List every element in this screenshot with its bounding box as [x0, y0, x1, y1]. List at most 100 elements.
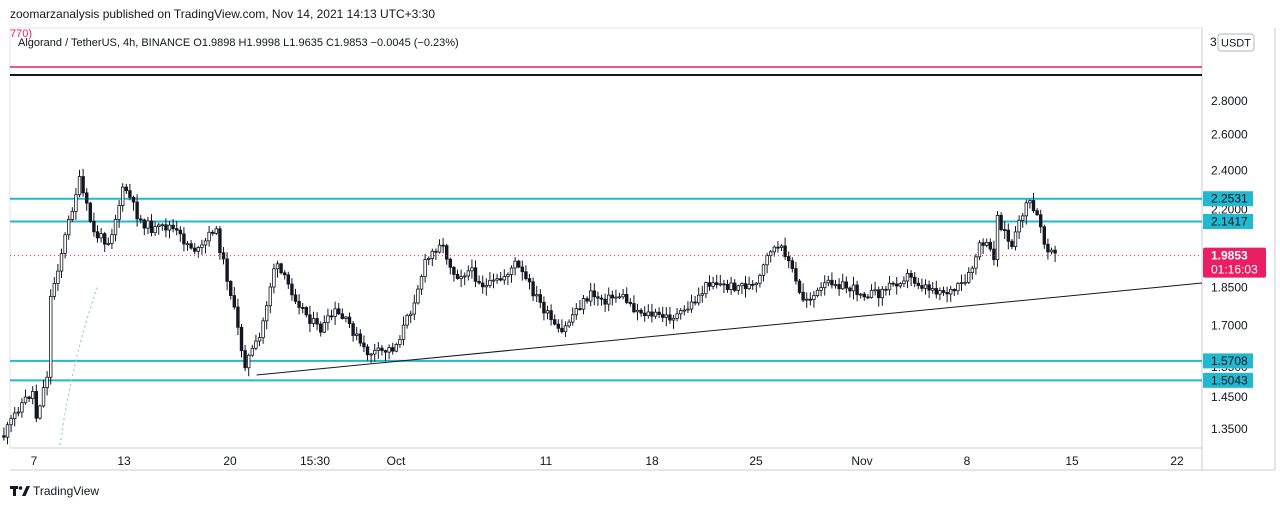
candle-body [286, 274, 291, 285]
candle-body [675, 313, 679, 319]
candle-body [535, 294, 539, 297]
candle-body [869, 290, 874, 298]
candle-body [470, 267, 474, 272]
candle-body [545, 310, 550, 314]
dotted-curve-path [59, 284, 99, 446]
candle-body [949, 289, 953, 295]
currency-badge[interactable] [1217, 33, 1255, 52]
candle-body [247, 354, 251, 369]
candle-body [347, 316, 352, 325]
candle-body [538, 294, 543, 303]
candle-body [848, 287, 852, 292]
candle-body [574, 308, 579, 316]
candle-body [707, 282, 712, 287]
candle-body [830, 279, 834, 286]
x-tick-label: 15:30 [300, 454, 330, 468]
candle-body [344, 316, 348, 319]
candle-body [927, 284, 931, 291]
candle-body [617, 296, 622, 299]
tradingview-logo[interactable]: TradingView [10, 484, 99, 498]
candle-body [999, 214, 1003, 230]
candle-body [895, 283, 899, 287]
candle-body [689, 301, 694, 310]
candle-body [794, 268, 798, 282]
candle-body [41, 387, 46, 407]
candle-body [322, 322, 327, 333]
candle-body [956, 283, 960, 292]
candle-body [225, 258, 229, 282]
y-axis[interactable]: 2.8000 2.6000 2.4000 1.8500 1.7000 1.4500 1.35… [1211, 94, 1248, 436]
candle-body [5, 424, 10, 438]
candle-body [95, 231, 100, 239]
candle-body [581, 298, 586, 310]
candle-body [434, 250, 438, 253]
candle-body [304, 307, 309, 316]
candle-body [481, 282, 485, 288]
candle-body [34, 391, 39, 419]
candle-body [175, 228, 179, 231]
candle-body [272, 268, 276, 288]
candle-body [1035, 210, 1039, 216]
candle-body [563, 325, 568, 333]
candle-body [232, 295, 237, 308]
candle-body [506, 274, 510, 277]
candle-body [772, 246, 777, 253]
candle-body [157, 224, 161, 228]
candle-body [409, 313, 413, 316]
candle-body [718, 283, 723, 286]
candle-body [218, 228, 222, 254]
candle-body [671, 317, 676, 321]
candle-body [1006, 229, 1011, 242]
publisher-line: zoomarzanalysis published on TradingView… [10, 7, 436, 21]
candle-body [484, 284, 489, 288]
candle-body [171, 224, 175, 230]
level-label-box [1203, 214, 1253, 230]
candle-body [549, 310, 553, 321]
candle-body [790, 260, 795, 269]
candle-body [751, 283, 755, 286]
candle-body [513, 260, 517, 269]
y-tick-label: 2.8000 [1211, 94, 1248, 108]
y-tick-label: 2.6000 [1211, 127, 1248, 141]
candle-body [725, 284, 730, 290]
candle-body [635, 309, 640, 313]
candle-body [297, 300, 301, 308]
candle-body [376, 347, 381, 351]
candle-body [337, 308, 341, 315]
candle-body [452, 266, 456, 275]
currency-label: USDT [1221, 38, 1251, 50]
candle-body [898, 283, 903, 287]
candle-body [941, 290, 946, 293]
candle-body [203, 240, 208, 246]
candle-body [257, 337, 262, 342]
candle-body [891, 282, 895, 285]
candle-body [668, 314, 672, 321]
candle-body [211, 231, 215, 234]
candle-body [279, 263, 283, 274]
candle-body [711, 282, 715, 287]
candle-body [614, 296, 618, 299]
candle-body [139, 218, 143, 221]
candle-body [1049, 249, 1054, 253]
current-price-text: 1.9853 [1211, 249, 1248, 263]
candle-body [905, 273, 910, 282]
candle-body [607, 294, 611, 305]
candle-body [214, 228, 219, 234]
candle-body [855, 284, 859, 296]
x-tick-label: 13 [117, 454, 131, 468]
candle-body [275, 263, 280, 270]
candle-body [455, 274, 460, 279]
x-axis[interactable]: 7 13 20 15:30 Oct 11 18 25 Nov 8 15 22 [31, 454, 1184, 468]
candle-body [254, 340, 258, 349]
candle-body [527, 278, 532, 283]
candle-body [747, 283, 751, 290]
candle-body [693, 301, 697, 304]
y-tick-label: 1.3500 [1211, 422, 1248, 436]
current-price-box [1203, 247, 1266, 278]
candle-body [1031, 200, 1036, 212]
candle-body [405, 315, 409, 326]
candle-body [239, 326, 244, 352]
candle-body [977, 242, 982, 258]
